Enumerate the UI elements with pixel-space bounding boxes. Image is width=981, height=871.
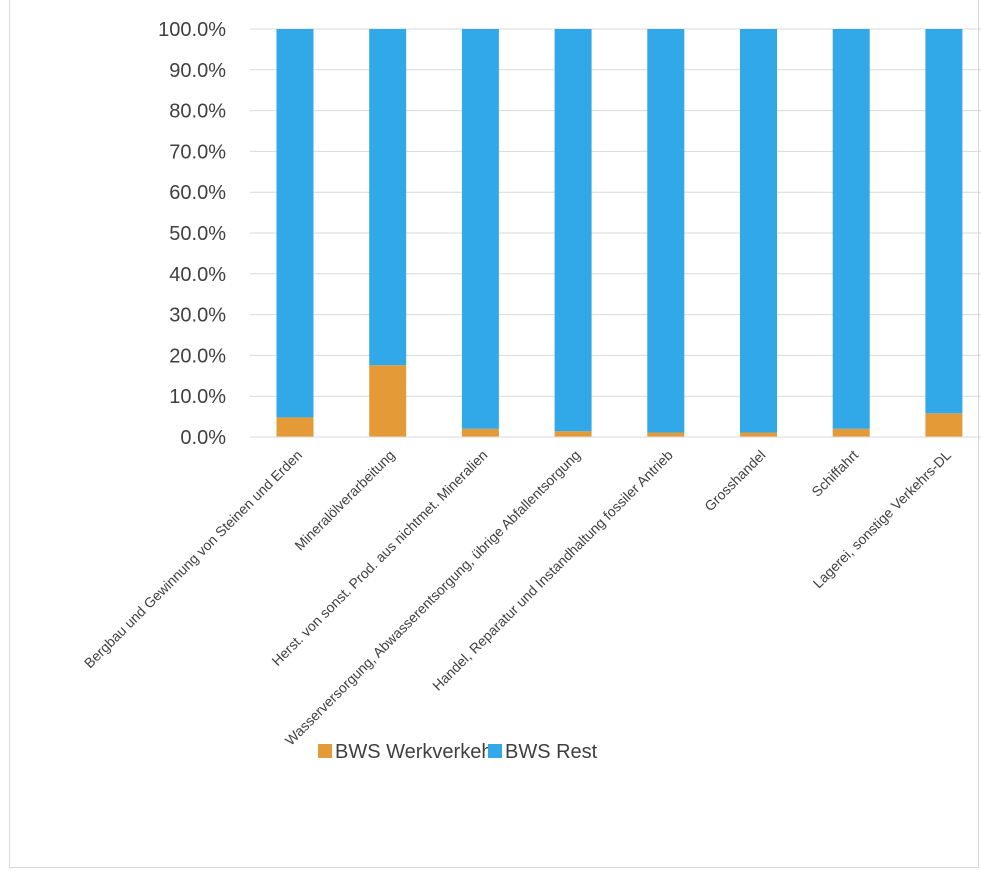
bar-segment-rest [554, 29, 592, 432]
legend-label: BWS Rest [505, 741, 598, 763]
bar-segment-werkverkehr [925, 413, 963, 437]
x-tick-label: Mineralölverarbeitung [291, 447, 398, 554]
bar-segment-werkverkehr [461, 428, 499, 437]
x-tick-label: Herst. von sonst. Prod. aus nichtmet. Mi… [268, 447, 490, 669]
bar-segment-werkverkehr [832, 428, 870, 437]
bar-segment-werkverkehr [369, 365, 407, 437]
y-tick-label: 60.0% [169, 182, 226, 204]
legend-label: BWS Werkverkehr [335, 741, 499, 763]
x-tick-label: Grosshandel [701, 447, 768, 514]
y-tick-label: 90.0% [169, 60, 226, 82]
y-tick-label: 10.0% [169, 386, 226, 408]
legend: BWS Werkverkehr BWS Rest [318, 741, 598, 763]
y-axis-ticks: 0.0% 10.0% 20.0% 30.0% 40.0% 50.0% 60.0% 70.0% 8… [158, 19, 226, 449]
x-tick-label: Bergbau und Gewinnung von Steinen und Er… [81, 447, 305, 671]
bar-segment-werkverkehr [554, 431, 592, 437]
x-tick-label: Schiffahrt [808, 447, 861, 500]
bar-segment-rest [647, 29, 685, 433]
bar-segment-rest [832, 29, 870, 429]
y-tick-label: 80.0% [169, 101, 226, 123]
bar-segment-rest [461, 29, 499, 429]
y-tick-label: 40.0% [169, 264, 226, 286]
y-tick-label: 30.0% [169, 305, 226, 327]
y-tick-label: 0.0% [180, 427, 226, 449]
legend-swatch [318, 744, 332, 758]
bar-segment-werkverkehr [276, 417, 314, 437]
legend-swatch [488, 744, 502, 758]
y-tick-label: 50.0% [169, 223, 226, 245]
y-tick-label: 20.0% [169, 345, 226, 367]
bar-segment-rest [276, 29, 314, 418]
bars [276, 29, 963, 437]
chart-frame [9, 0, 979, 868]
bar-segment-werkverkehr [647, 432, 685, 437]
y-tick-label: 70.0% [169, 141, 226, 163]
x-axis-labels: Bergbau und Gewinnung von Steinen und Er… [81, 447, 954, 749]
bar-segment-rest [740, 29, 777, 433]
gridlines [250, 28, 981, 397]
bar-segment-werkverkehr [740, 432, 777, 437]
bar-segment-rest [925, 29, 963, 414]
bar-segment-rest [369, 29, 407, 366]
x-tick-label: Wasserversorgung, Abwasserentsorgung, üb… [282, 447, 584, 749]
y-tick-label: 100.0% [158, 19, 226, 41]
